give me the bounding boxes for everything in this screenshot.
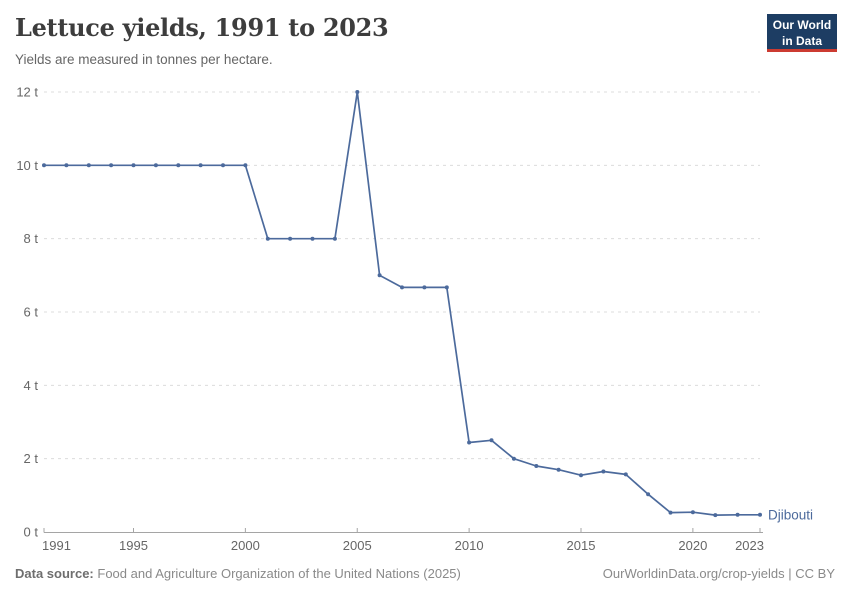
data-point[interactable]	[86, 163, 91, 168]
footer-license: CC BY	[795, 566, 835, 581]
x-axis-tick-label: 2010	[455, 538, 484, 553]
data-point[interactable]	[355, 90, 360, 94]
footer-separator: |	[788, 566, 792, 581]
data-point[interactable]	[332, 236, 337, 241]
y-axis-tick-label: 6 t	[24, 305, 39, 320]
x-axis-tick-label: 2000	[231, 538, 260, 553]
y-axis-tick-label: 0 t	[24, 525, 39, 540]
x-axis-tick-label: 1995	[119, 538, 148, 553]
data-point[interactable]	[444, 285, 449, 290]
entity-label[interactable]: Djibouti	[768, 507, 813, 522]
data-point[interactable]	[64, 163, 69, 168]
data-source-label: Data source:	[15, 566, 94, 581]
y-axis-tick-label: 12 t	[16, 85, 38, 100]
page-title: Lettuce yields, 1991 to 2023	[15, 13, 389, 42]
chart-header: Lettuce yields, 1991 to 2023 Yields are …	[0, 0, 850, 80]
owid-logo-line1: Our World	[772, 18, 832, 32]
data-point[interactable]	[623, 472, 628, 477]
x-axis-tick-label: 2020	[678, 538, 707, 553]
data-point[interactable]	[310, 236, 315, 241]
data-point[interactable]	[534, 464, 539, 468]
y-axis-tick-label: 2 t	[24, 451, 39, 466]
footer-link[interactable]: OurWorldinData.org/crop-yields	[602, 566, 785, 581]
data-point[interactable]	[668, 510, 673, 515]
data-point[interactable]	[265, 236, 270, 241]
data-point[interactable]	[601, 469, 606, 474]
data-point[interactable]	[221, 163, 225, 168]
y-axis-tick-label: 10 t	[16, 158, 38, 173]
data-point[interactable]	[243, 163, 248, 168]
footer-credit: OurWorldinData.org/crop-yields | CC BY	[603, 566, 835, 581]
data-point[interactable]	[288, 236, 293, 241]
data-source-text: Food and Agriculture Organization of the…	[97, 566, 461, 581]
data-point[interactable]	[131, 163, 136, 168]
data-point[interactable]	[422, 285, 427, 290]
owid-logo[interactable]: Our World in Data	[767, 14, 837, 52]
data-source: Data source: Food and Agriculture Organi…	[15, 566, 461, 581]
data-point[interactable]	[511, 456, 516, 461]
x-axis-tick-label: 2005	[343, 538, 372, 553]
data-point[interactable]	[377, 273, 382, 278]
data-point[interactable]	[198, 163, 203, 168]
data-point[interactable]	[556, 467, 561, 472]
chart-subtitle: Yields are measured in tonnes per hectar…	[15, 52, 273, 67]
y-axis-tick-label: 4 t	[24, 378, 39, 393]
data-point[interactable]	[467, 440, 472, 445]
data-point[interactable]	[758, 512, 762, 517]
x-axis-tick-label: 1991	[42, 538, 71, 553]
x-axis-tick-label: 2023	[735, 538, 764, 553]
data-point[interactable]	[42, 163, 46, 168]
data-point[interactable]	[646, 492, 651, 497]
chart-footer: Data source: Food and Agriculture Organi…	[15, 566, 835, 581]
data-point[interactable]	[400, 285, 404, 290]
trend-line[interactable]	[43, 91, 761, 516]
data-point[interactable]	[690, 510, 695, 515]
x-axis-tick-label: 2015	[567, 538, 596, 553]
y-axis-tick-label: 8 t	[24, 231, 39, 246]
data-point[interactable]	[176, 163, 181, 168]
data-point[interactable]	[735, 512, 740, 517]
data-point[interactable]	[579, 473, 583, 478]
owid-logo-line2: in Data	[781, 34, 822, 48]
data-point[interactable]	[489, 438, 494, 443]
data-point[interactable]	[713, 513, 718, 518]
data-point[interactable]	[109, 163, 114, 168]
data-point[interactable]	[153, 163, 158, 168]
